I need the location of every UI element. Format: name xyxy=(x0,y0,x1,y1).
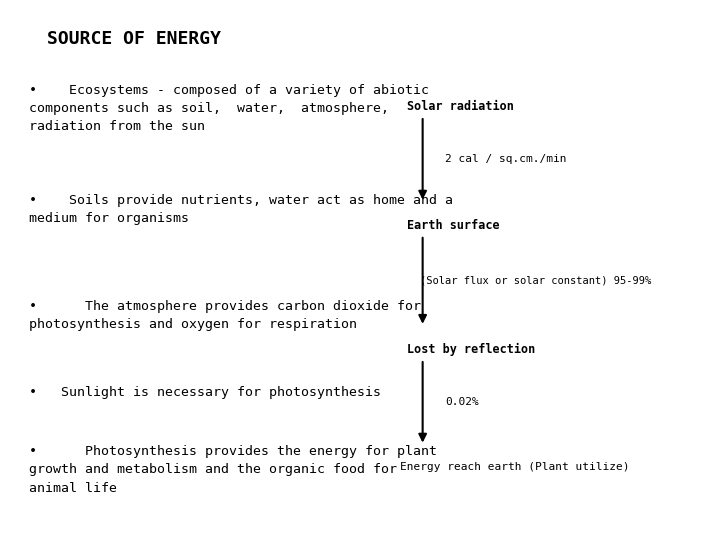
Text: Energy reach earth (Plant utilize): Energy reach earth (Plant utilize) xyxy=(400,462,629,472)
Text: •      Photosynthesis provides the energy for plant
growth and metabolism and th: • Photosynthesis provides the energy for… xyxy=(29,446,437,495)
Text: Solar radiation: Solar radiation xyxy=(407,100,513,113)
Text: 0.02%: 0.02% xyxy=(445,397,479,407)
Text: SOURCE OF ENERGY: SOURCE OF ENERGY xyxy=(47,30,221,48)
Text: •    Ecosystems - composed of a variety of abiotic
components such as soil,  wat: • Ecosystems - composed of a variety of … xyxy=(29,84,429,133)
Text: 2 cal / sq.cm./min: 2 cal / sq.cm./min xyxy=(445,154,567,164)
Text: (Solar flux or solar constant) 95-99%: (Solar flux or solar constant) 95-99% xyxy=(420,275,651,286)
Text: •    Soils provide nutrients, water act as home and a
medium for organisms: • Soils provide nutrients, water act as … xyxy=(29,194,453,225)
Text: •   Sunlight is necessary for photosynthesis: • Sunlight is necessary for photosynthes… xyxy=(29,386,381,399)
Text: Lost by reflection: Lost by reflection xyxy=(407,343,535,356)
Text: Earth surface: Earth surface xyxy=(407,219,500,232)
Text: •      The atmosphere provides carbon dioxide for
photosynthesis and oxygen for : • The atmosphere provides carbon dioxide… xyxy=(29,300,420,330)
